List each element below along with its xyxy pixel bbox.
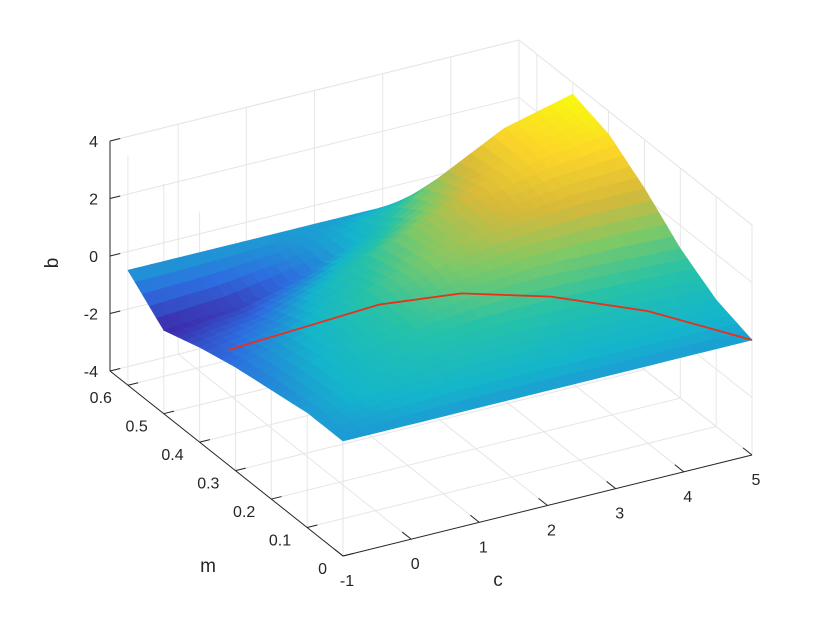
b-tick-label: -2 bbox=[84, 307, 98, 324]
m-axis-line bbox=[109, 370, 344, 557]
b-tick-label: 2 bbox=[89, 192, 98, 209]
c-tick-label: 2 bbox=[547, 523, 556, 540]
m-tick-mark bbox=[307, 524, 318, 529]
red-curve bbox=[228, 292, 753, 351]
b-tick-label: -4 bbox=[84, 364, 98, 381]
b-tick-mark bbox=[109, 252, 121, 257]
m-tick-mark bbox=[271, 496, 282, 500]
red-curve-line bbox=[228, 292, 753, 351]
m-tick-label: 0.1 bbox=[269, 533, 291, 550]
m-tick-label: 0.2 bbox=[233, 504, 255, 521]
m-tick-mark bbox=[127, 382, 139, 386]
c-tick-mark bbox=[333, 548, 344, 557]
c-tick-label: 3 bbox=[615, 506, 624, 523]
c-tick-mark bbox=[742, 447, 753, 456]
c-tick-mark bbox=[401, 531, 412, 540]
b-tick-mark bbox=[109, 367, 121, 372]
m-tick-mark bbox=[235, 467, 246, 472]
c-tick-label: 0 bbox=[411, 556, 420, 573]
c-tick-mark bbox=[538, 497, 548, 506]
c-tick-label: 5 bbox=[752, 472, 761, 489]
z-axis-label: b bbox=[42, 258, 63, 269]
m-tick-label: 0 bbox=[318, 561, 327, 578]
m-tick-label: 0.6 bbox=[90, 390, 112, 407]
b-tick-mark bbox=[109, 137, 121, 142]
axes bbox=[109, 137, 753, 557]
m-tick-label: 0.4 bbox=[161, 447, 183, 464]
c-tick-mark bbox=[606, 481, 616, 490]
m-tick-mark bbox=[199, 439, 210, 443]
b-tick-label: 4 bbox=[89, 134, 98, 151]
b-tick-mark bbox=[109, 310, 121, 314]
tick-labels: -1 0 1 2 3 4 5 0 0.1 0.2 0.3 0.4 0.5 0.6 -4 -2 0 2 4 bbox=[84, 134, 761, 590]
b-tick-label: 0 bbox=[89, 249, 98, 266]
b-tick-mark bbox=[109, 195, 121, 199]
c-tick-label: 4 bbox=[683, 489, 692, 506]
surface bbox=[127, 93, 753, 442]
y-axis-label: m bbox=[200, 556, 216, 577]
x-axis-label: c bbox=[493, 570, 503, 591]
c-tick-mark bbox=[470, 514, 480, 523]
m-tick-mark bbox=[163, 410, 175, 415]
m-tick-mark bbox=[342, 552, 354, 557]
c-tick-label: 1 bbox=[479, 539, 488, 556]
m-tick-label: 0.3 bbox=[197, 476, 219, 493]
c-tick-label: -1 bbox=[340, 573, 354, 590]
m-tick-label: 0.5 bbox=[126, 419, 148, 436]
c-tick-mark bbox=[674, 464, 685, 473]
surface-patch bbox=[335, 431, 356, 442]
